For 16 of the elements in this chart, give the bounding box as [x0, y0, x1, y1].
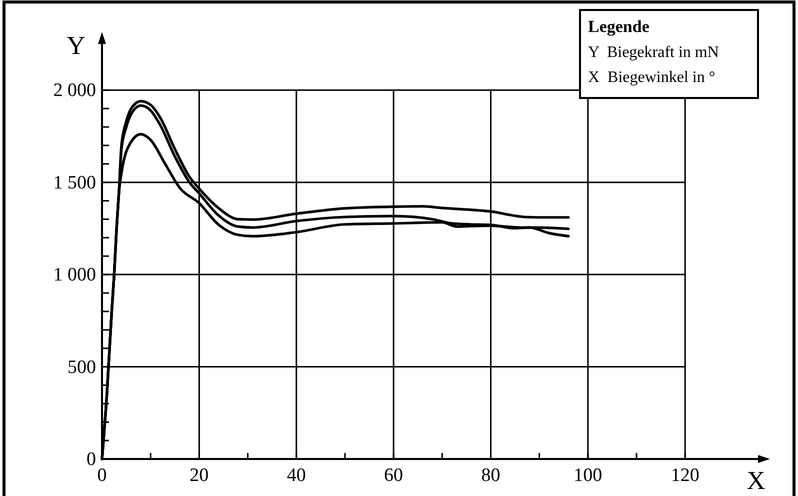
x-axis-title: X	[746, 466, 766, 495]
text: Legende	[588, 17, 650, 36]
x-tick-label: 100	[574, 465, 602, 486]
y-tick-label: 500	[68, 356, 96, 378]
x-tick-label: 20	[190, 465, 209, 486]
y-tick-label: 1 500	[53, 172, 96, 194]
y-tick-label: 0	[86, 449, 96, 470]
x-tick-label: 120	[670, 465, 700, 486]
annotation: X Biegewinkel in °	[588, 69, 716, 86]
y-axis-title: Y	[66, 31, 86, 60]
x-tick-label: 80	[481, 465, 500, 486]
annotation: Y Biegekraft in mN	[588, 44, 720, 61]
y-tick-label: 1 000	[53, 264, 96, 286]
x-tick-label: 60	[384, 465, 404, 486]
y-tick-label: 2 000	[53, 80, 96, 102]
x-tick-label: 40	[286, 465, 306, 486]
